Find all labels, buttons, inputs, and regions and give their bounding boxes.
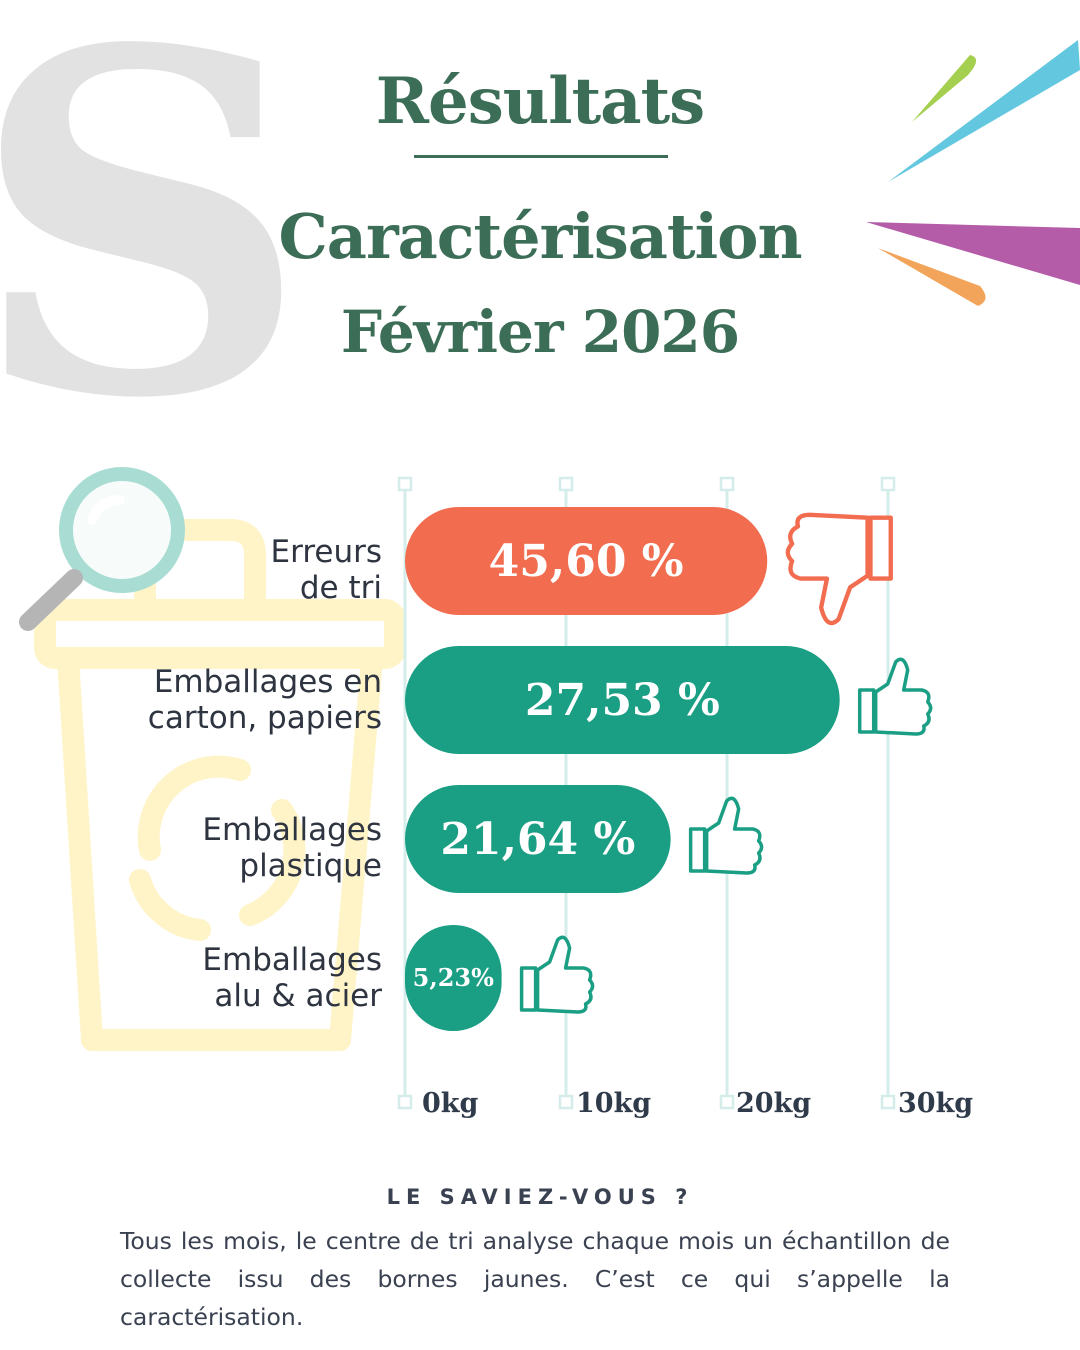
thumbs-up-icon [519, 935, 595, 1014]
gridline-marker [558, 476, 574, 492]
bar-value-label: 5,23% [413, 963, 494, 992]
did-you-know-heading: LE SAVIEZ-VOUS ? [386, 1185, 694, 1209]
gridline-marker [880, 476, 896, 492]
confetti-decoration [866, 40, 1080, 306]
gridline-marker [397, 1094, 413, 1110]
thumbs-up-icon [857, 657, 933, 736]
category-label: Emballages plastique [202, 812, 382, 884]
thumbs-down-icon [785, 512, 893, 626]
thumbs-up-icon [688, 796, 764, 875]
page-title: Résultats [375, 64, 705, 139]
bar [405, 785, 671, 893]
x-tick-label: 0kg [422, 1088, 479, 1119]
bar [405, 646, 840, 754]
bar [405, 925, 502, 1031]
category-label: Erreurs de tri [270, 534, 382, 606]
gridline-marker [719, 1094, 735, 1110]
title-divider [414, 155, 668, 158]
bar-value-label: 45,60 % [489, 536, 684, 587]
watermark-letter: S [0, 0, 310, 501]
recycling-bin-illustration [19, 467, 406, 1051]
magnifier-icon [19, 467, 185, 631]
bar-value-label: 21,64 % [440, 814, 635, 865]
x-tick-label: 30kg [898, 1088, 974, 1119]
x-tick-label: 10kg [576, 1088, 652, 1119]
bar-value-label: 27,53 % [525, 675, 720, 726]
gridline-marker [558, 1094, 574, 1110]
bar [405, 507, 768, 615]
gridline-marker [719, 476, 735, 492]
page-date: Février 2026 [340, 298, 740, 366]
did-you-know-text: Tous les mois, le centre de tri analyse … [120, 1227, 950, 1331]
x-tick-label: 20kg [736, 1088, 812, 1119]
category-label: Emballages alu & acier [202, 942, 382, 1014]
category-label: Emballages en carton, papiers [147, 664, 382, 736]
page-subtitle: Caractérisation [278, 200, 802, 273]
gridline-marker [397, 476, 413, 492]
gridline-marker [880, 1094, 896, 1110]
